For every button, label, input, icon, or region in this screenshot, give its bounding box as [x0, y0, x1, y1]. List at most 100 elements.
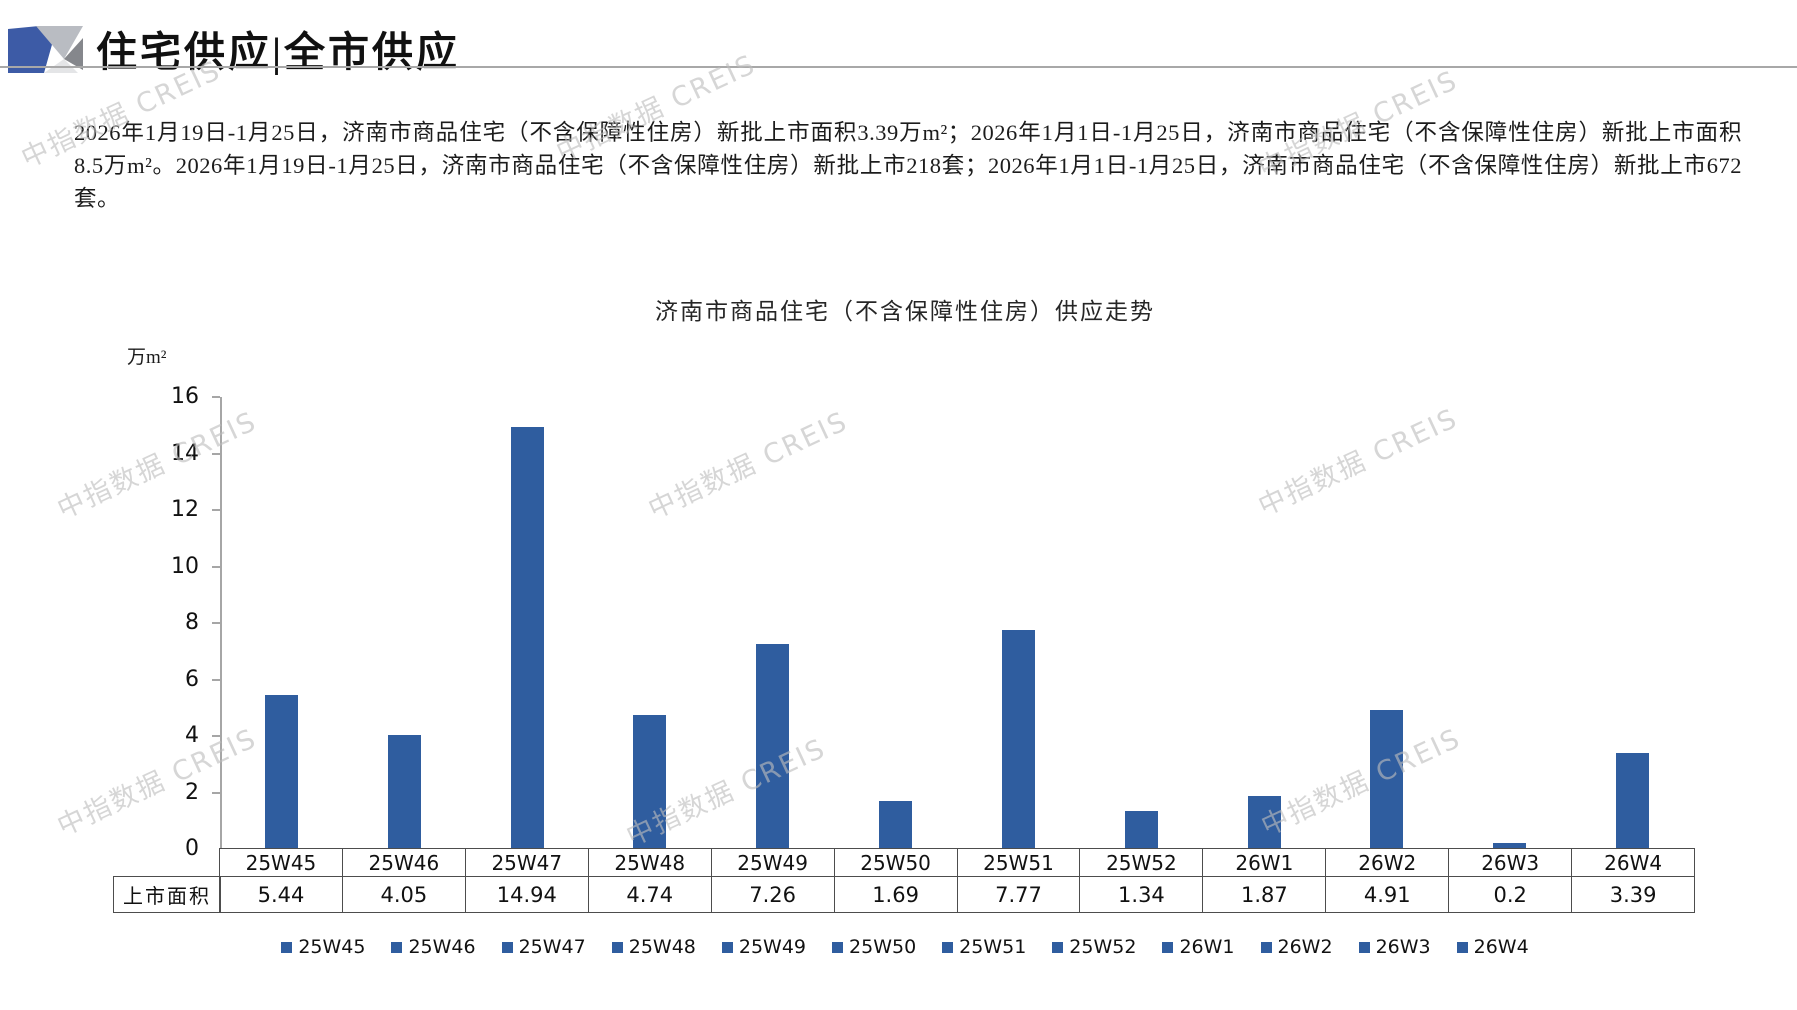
table-value-cell: 4.74 [587, 876, 712, 913]
bar-26W4 [1616, 753, 1650, 849]
bar-26W3 [1493, 843, 1527, 849]
y-tick-label: 0 [185, 836, 199, 861]
legend-label: 25W45 [298, 936, 366, 958]
y-tick-label: 14 [171, 440, 199, 466]
legend-item: 25W47 [501, 936, 586, 958]
table-header-cell: 26W3 [1448, 848, 1573, 877]
table-value-cell: 1.87 [1202, 876, 1327, 913]
page-title: 住宅供应|全市供应 [96, 29, 461, 75]
table-row-label: 上市面积 [113, 876, 221, 913]
table-header-cell: 25W50 [833, 848, 958, 877]
bar-25W51 [1001, 629, 1035, 849]
legend-swatch-icon [942, 941, 954, 953]
table-header-cell: 26W2 [1325, 848, 1450, 877]
legend-label: 25W49 [738, 936, 807, 958]
table-header-cell: 26W4 [1571, 848, 1696, 877]
legend-item: 25W50 [832, 936, 916, 958]
bar-26W1 [1247, 796, 1281, 849]
legend-label: 25W50 [849, 936, 917, 958]
chart-legend: 25W45 25W46 25W47 25W48 25W49 25W50 25W51 25W52… [113, 936, 1697, 958]
legend-swatch-icon [832, 941, 844, 953]
y-tick-mark [212, 565, 220, 568]
plot-area [220, 397, 1694, 849]
table-value-cell: 4.91 [1325, 876, 1450, 913]
legend-item: 25W46 [391, 936, 476, 958]
legend-item: 26W3 [1358, 936, 1431, 958]
legend-item: 26W4 [1456, 936, 1529, 958]
legend-item: 25W45 [281, 936, 365, 958]
table-value-cell: 0.2 [1448, 876, 1573, 913]
table-value-row: 5.44 4.05 14.94 4.74 7.26 1.69 7.77 1.34 1.87 4.9… [219, 876, 1696, 913]
y-tick-label: 6 [185, 666, 199, 692]
legend-swatch-icon [391, 941, 403, 953]
legend-swatch-icon [1260, 941, 1272, 953]
legend-label: 25W52 [1069, 936, 1137, 958]
bar-25W46 [387, 734, 421, 849]
legend-label: 26W1 [1179, 936, 1235, 958]
bar-25W45 [264, 695, 298, 849]
y-tick-label: 8 [185, 610, 199, 635]
summary-paragraph: 2026年1月19日-1月25日，济南市商品住宅（不含保障性住房）新批上市面积3… [74, 120, 1742, 211]
legend-item: 26W1 [1162, 936, 1235, 958]
y-tick-label: 4 [185, 723, 199, 748]
bar-25W47 [510, 426, 544, 849]
legend-swatch-icon [1456, 941, 1468, 953]
table-header-cell: 25W49 [710, 848, 835, 877]
legend-item: 25W48 [611, 936, 696, 958]
legend-swatch-icon [1358, 941, 1370, 953]
legend-item: 25W49 [721, 936, 807, 958]
bar-26W2 [1370, 710, 1404, 849]
table-header-cell: 25W48 [587, 848, 712, 877]
legend-swatch-icon [1162, 941, 1174, 953]
y-axis-unit-label: 万m² [127, 347, 167, 368]
bar-25W52 [1124, 811, 1158, 849]
table-value-cell: 4.05 [341, 876, 466, 913]
table-value-cell: 1.69 [833, 876, 958, 913]
table-value-cell: 7.77 [956, 876, 1081, 913]
legend-swatch-icon [281, 941, 293, 953]
legend-label: 25W48 [628, 936, 696, 958]
legend-swatch-icon [1052, 941, 1064, 953]
table-header-cell: 25W47 [464, 848, 589, 877]
bar-25W50 [879, 801, 913, 849]
legend-label: 25W47 [518, 936, 586, 958]
y-tick-mark [212, 396, 220, 398]
table-value-cell: 1.34 [1079, 876, 1204, 913]
bar-25W49 [756, 643, 790, 849]
chart-title: 济南市商品住宅（不含保障性住房）供应走势 [655, 299, 1155, 324]
bar-25W48 [633, 715, 667, 849]
y-tick-mark [212, 622, 220, 624]
y-axis-line [220, 397, 222, 849]
y-tick-label: 10 [171, 553, 199, 579]
table-header-cell: 25W51 [956, 848, 1081, 877]
table-value-cell: 3.39 [1571, 876, 1696, 913]
legend-swatch-icon [611, 941, 623, 953]
table-value-cell: 7.26 [710, 876, 835, 913]
legend-swatch-icon [721, 941, 733, 953]
y-tick-label: 2 [185, 779, 199, 805]
legend-item: 25W51 [942, 936, 1026, 958]
legend-label: 25W51 [959, 936, 1027, 958]
table-value-cell: 14.94 [464, 876, 589, 913]
y-tick-mark [212, 735, 220, 737]
header-divider [0, 66, 1797, 68]
legend-label: 26W2 [1277, 936, 1333, 958]
legend-item: 25W52 [1052, 936, 1136, 958]
table-header-cell: 25W45 [219, 848, 343, 877]
legend-label: 25W46 [408, 936, 476, 958]
table-header-row: 25W45 25W46 25W47 25W48 25W49 25W50 25W51 25W52… [219, 848, 1696, 877]
y-tick-mark [212, 452, 220, 455]
table-header-cell: 25W52 [1079, 848, 1204, 877]
y-tick-mark [212, 678, 220, 681]
table-header-cell: 26W1 [1202, 848, 1327, 877]
supply-trend-chart: 万m² 0 2 4 6 8 10 12 14 16 25W45 25W46 25W47 25W48 25… [113, 340, 1697, 990]
y-tick-label: 12 [171, 497, 199, 522]
creis-logo-icon [8, 26, 83, 73]
table-header-cell: 25W46 [341, 848, 466, 877]
legend-swatch-icon [501, 941, 513, 953]
y-tick-label: 16 [171, 384, 199, 409]
legend-item: 26W2 [1260, 936, 1333, 958]
y-tick-mark [212, 791, 220, 794]
y-tick-mark [212, 509, 220, 511]
legend-label: 26W3 [1375, 936, 1431, 958]
